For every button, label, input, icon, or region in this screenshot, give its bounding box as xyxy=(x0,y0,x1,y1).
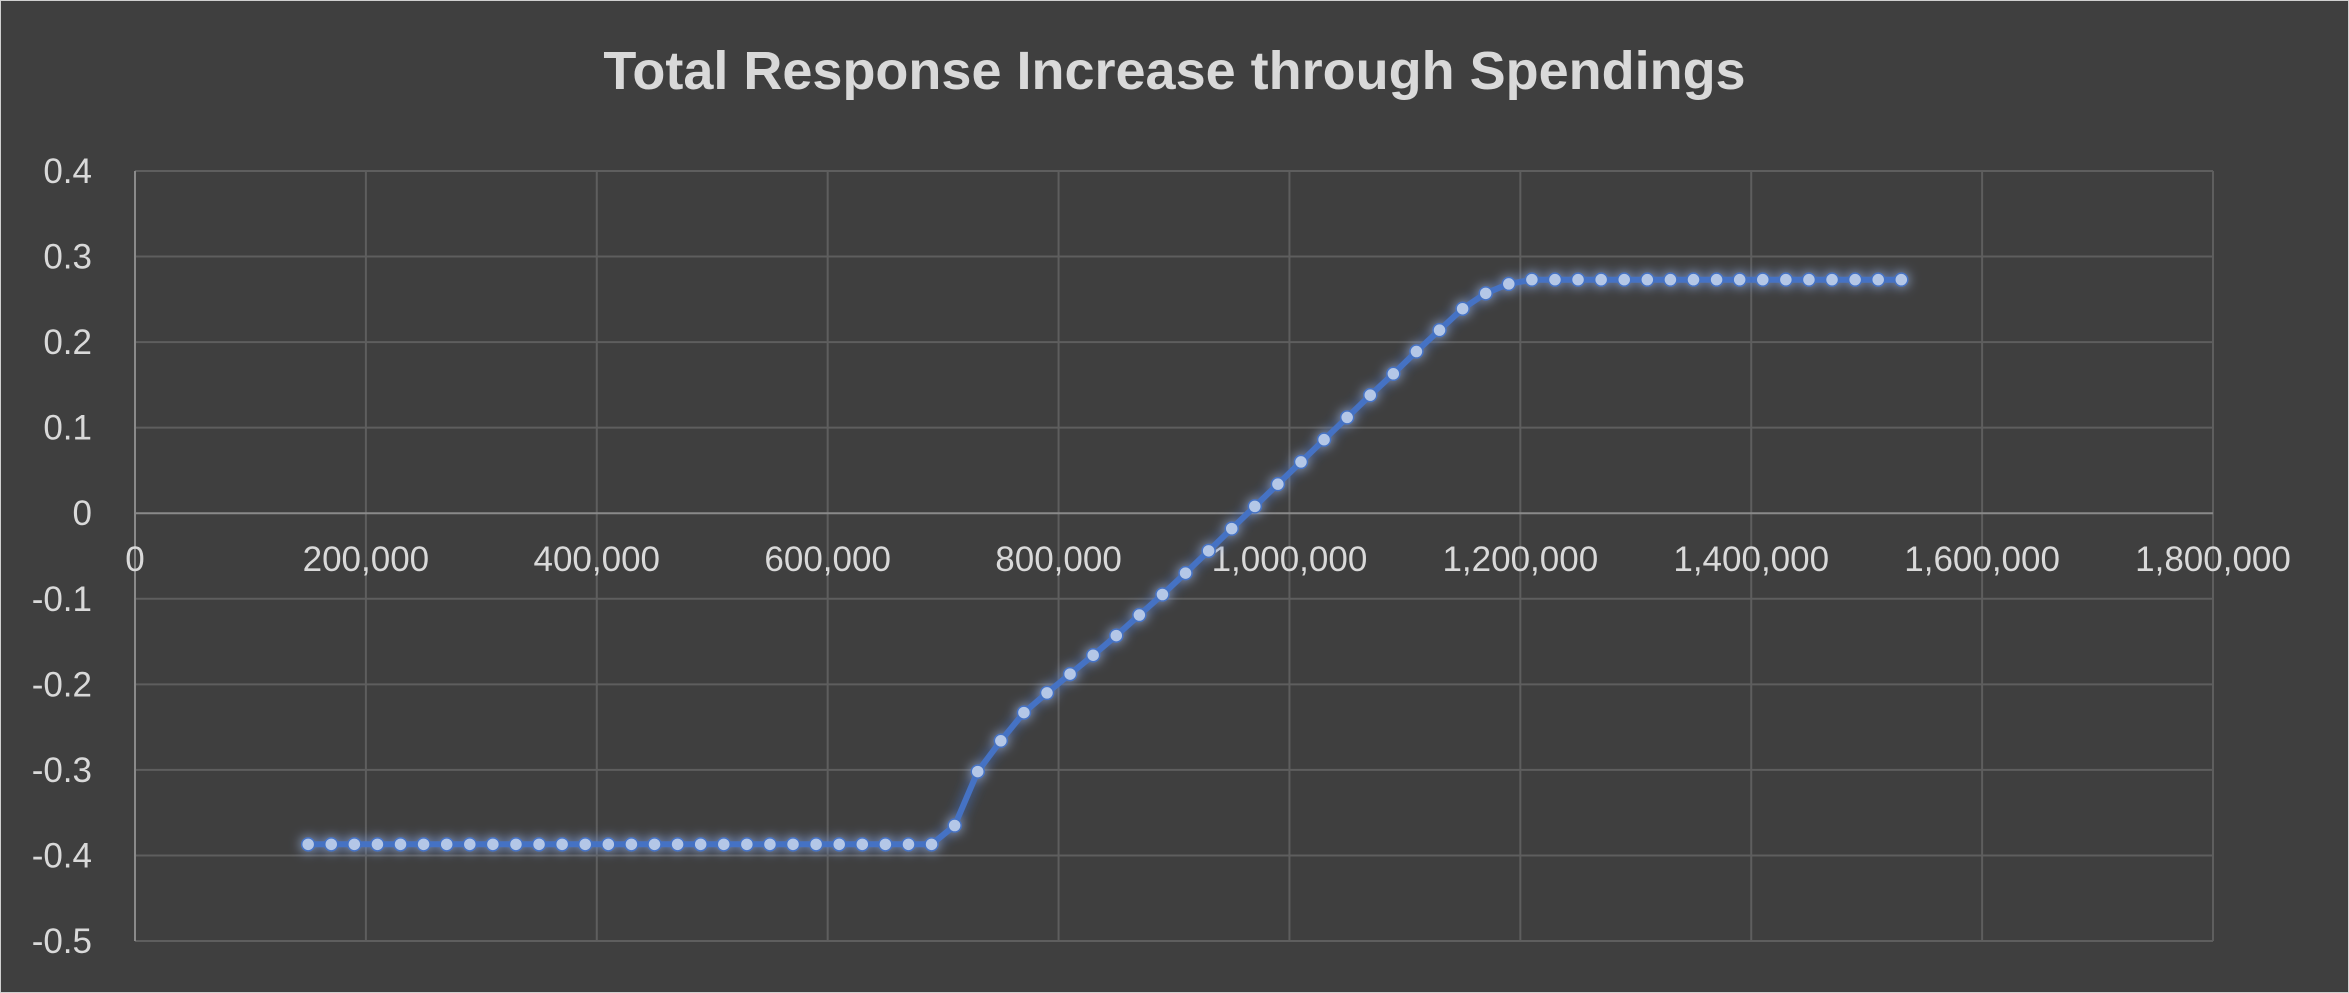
data-point xyxy=(554,837,570,852)
data-point xyxy=(1270,476,1286,492)
data-point xyxy=(716,837,732,852)
x-tick-label: 1,800,000 xyxy=(2135,540,2291,579)
data-point xyxy=(1640,272,1655,287)
data-point xyxy=(1478,286,1493,301)
data-point xyxy=(1386,366,1401,382)
data-point xyxy=(1062,666,1078,682)
data-point xyxy=(1224,521,1239,536)
data-point xyxy=(1709,272,1724,287)
data-point xyxy=(1847,272,1863,287)
data-point xyxy=(416,837,431,852)
data-point xyxy=(1755,272,1771,287)
tick-labels: 0.4 0.3 0.2 0.1 0 -0.1 -0.2 -0.3 -0.4 -0.5 0 200,00… xyxy=(32,152,2291,961)
data-point xyxy=(1201,543,1216,559)
x-tick-label: 0 xyxy=(125,540,144,579)
x-tick-label: 1,200,000 xyxy=(1442,540,1598,579)
x-tick-label: 1,000,000 xyxy=(1212,540,1368,579)
x-tick-label: 1,600,000 xyxy=(1904,540,2060,579)
data-point xyxy=(739,837,755,852)
data-point xyxy=(439,837,454,852)
y-tick-label: -0.2 xyxy=(32,665,92,704)
data-point xyxy=(1524,272,1540,287)
y-tick-label: -0.5 xyxy=(32,922,92,961)
y-tick-label: 0 xyxy=(73,494,92,533)
data-point xyxy=(1870,272,1886,287)
data-point xyxy=(831,837,847,852)
data-point xyxy=(1432,322,1447,338)
data-point xyxy=(1247,499,1263,514)
data-point xyxy=(370,837,385,852)
y-tick-label: 0.3 xyxy=(43,238,92,277)
data-point xyxy=(762,837,778,852)
data-point xyxy=(531,837,547,852)
series-line xyxy=(308,276,1902,848)
data-point xyxy=(1178,565,1193,581)
data-point xyxy=(808,837,824,852)
x-tick-label: 600,000 xyxy=(764,540,891,579)
data-point xyxy=(1109,628,1124,643)
data-point xyxy=(1547,272,1563,287)
data-point xyxy=(924,837,939,852)
data-point xyxy=(1455,301,1470,316)
data-point xyxy=(347,837,362,852)
x-tick-label: 400,000 xyxy=(534,540,661,579)
data-point xyxy=(947,818,962,833)
data-point xyxy=(1894,272,1909,287)
data-point xyxy=(993,733,1009,749)
data-point xyxy=(878,837,893,852)
data-point xyxy=(901,837,916,852)
data-point xyxy=(393,837,408,852)
y-tick-label: -0.4 xyxy=(32,836,92,875)
data-point xyxy=(1339,410,1355,425)
data-point xyxy=(1570,272,1586,287)
x-tick-label: 800,000 xyxy=(995,540,1122,579)
data-point xyxy=(1039,685,1055,701)
data-point xyxy=(693,837,708,852)
data-point xyxy=(1293,454,1309,470)
data-point xyxy=(1824,272,1840,287)
x-tick-label: 1,400,000 xyxy=(1673,540,1829,579)
data-point xyxy=(624,837,639,852)
data-point xyxy=(1155,587,1170,602)
data-point xyxy=(508,837,524,852)
chart-title: Total Response Increase through Spending… xyxy=(603,41,1746,101)
data-series xyxy=(300,272,1909,852)
data-point xyxy=(1732,272,1747,287)
data-point xyxy=(485,837,501,852)
grid-lines xyxy=(135,170,2214,942)
data-point xyxy=(855,837,870,852)
data-point xyxy=(1316,432,1332,447)
data-point xyxy=(785,837,801,852)
data-point xyxy=(647,837,662,852)
data-point xyxy=(1016,705,1032,720)
y-tick-label: 0.4 xyxy=(43,152,92,191)
data-point xyxy=(1663,272,1678,287)
data-point xyxy=(1686,272,1701,287)
axes xyxy=(134,171,2213,941)
data-point xyxy=(1616,272,1632,287)
y-tick-label: 0.1 xyxy=(43,409,92,448)
data-point xyxy=(324,837,339,852)
data-point xyxy=(1363,387,1378,403)
data-point xyxy=(300,837,316,852)
y-tick-label: -0.1 xyxy=(32,580,92,619)
data-point xyxy=(462,837,478,852)
data-point xyxy=(1132,607,1147,623)
data-point xyxy=(1085,647,1101,663)
y-tick-label: -0.3 xyxy=(32,751,92,790)
y-tick-label: 0.2 xyxy=(43,323,92,362)
data-point xyxy=(601,837,616,852)
data-point xyxy=(1778,272,1794,287)
data-point xyxy=(1801,272,1817,287)
data-point xyxy=(1501,276,1517,292)
data-point xyxy=(970,764,985,779)
x-tick-label: 200,000 xyxy=(303,540,430,579)
data-point xyxy=(577,837,593,852)
data-point xyxy=(1409,344,1424,359)
data-point xyxy=(1593,272,1609,287)
data-point xyxy=(670,837,685,852)
